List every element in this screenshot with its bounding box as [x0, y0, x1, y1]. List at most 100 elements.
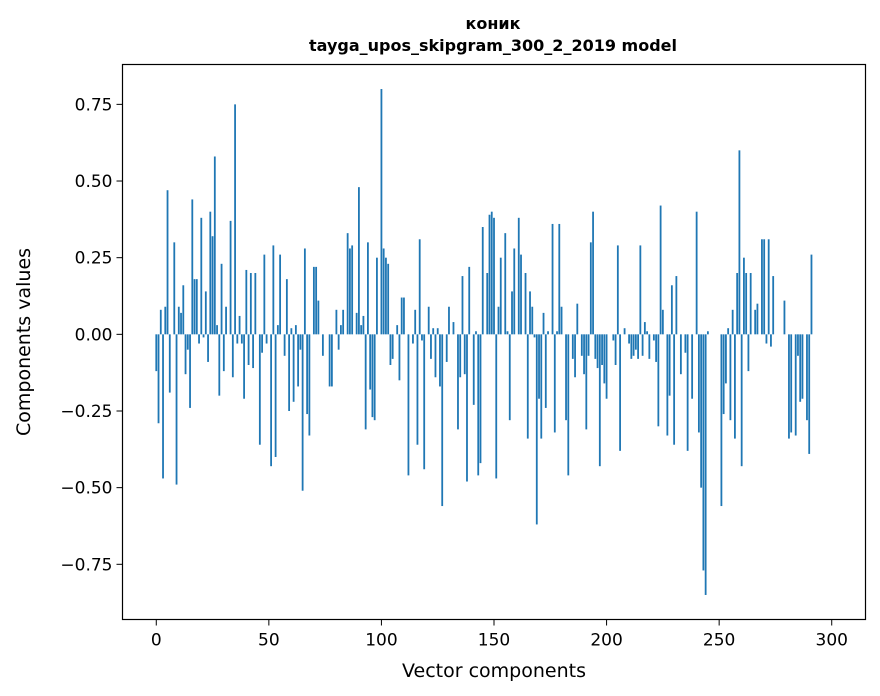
- bar: [258, 334, 261, 445]
- bar: [630, 334, 633, 359]
- bar: [565, 334, 567, 421]
- bar: [162, 334, 164, 479]
- bar: [477, 334, 480, 476]
- bar: [556, 331, 558, 335]
- bar: [207, 334, 209, 362]
- bar: [706, 331, 709, 335]
- bar: [619, 334, 621, 451]
- bar: [335, 309, 338, 335]
- bar: [495, 334, 498, 479]
- bar: [666, 334, 669, 436]
- bar: [628, 334, 630, 344]
- bar: [794, 334, 797, 436]
- bar: [412, 334, 414, 344]
- bar: [391, 334, 394, 359]
- bar: [466, 334, 468, 482]
- bar: [745, 273, 748, 335]
- bar: [159, 309, 162, 335]
- y-tick-label: −0.75: [60, 555, 112, 575]
- bar: [770, 334, 772, 347]
- bar: [364, 334, 367, 430]
- bar: [535, 334, 538, 525]
- bar: [797, 334, 799, 356]
- bar: [434, 334, 437, 378]
- bar: [695, 211, 698, 335]
- bar: [702, 334, 705, 571]
- bar: [763, 239, 766, 335]
- bar: [202, 334, 205, 338]
- x-axis-label: Vector components: [402, 660, 586, 682]
- bar: [225, 306, 227, 335]
- bar: [553, 334, 556, 433]
- bar: [472, 334, 475, 405]
- bar: [529, 291, 531, 335]
- bar: [810, 254, 813, 335]
- bar: [398, 334, 401, 381]
- bar: [560, 306, 563, 335]
- bar: [567, 334, 570, 476]
- bar: [432, 328, 435, 335]
- bar: [157, 334, 160, 424]
- bar: [211, 236, 214, 335]
- y-tick-label: 0.75: [75, 95, 113, 115]
- bar: [373, 334, 376, 421]
- bar: [173, 242, 176, 335]
- bar: [285, 279, 288, 335]
- bar: [189, 334, 191, 408]
- bar: [360, 325, 363, 335]
- bar: [558, 223, 561, 335]
- bar: [292, 334, 295, 402]
- bar: [191, 199, 194, 335]
- bar: [740, 334, 743, 467]
- bar: [520, 254, 522, 335]
- bar: [605, 334, 608, 399]
- bar: [736, 273, 739, 335]
- bar: [538, 334, 540, 399]
- bar: [299, 334, 302, 350]
- x-tick-label: 200: [590, 631, 622, 651]
- bar: [594, 334, 597, 359]
- bar: [155, 334, 158, 372]
- bar: [675, 276, 678, 335]
- plot-frame: [121, 63, 867, 621]
- bar: [342, 309, 345, 335]
- bar: [403, 297, 405, 335]
- bar: [270, 334, 273, 467]
- bars-group: [155, 89, 813, 595]
- bar: [216, 325, 218, 335]
- bar: [587, 334, 590, 356]
- bar: [376, 257, 378, 335]
- bar: [743, 257, 745, 335]
- bar: [430, 334, 432, 359]
- x-tick-label: 0: [151, 631, 162, 651]
- bar: [806, 334, 808, 421]
- bar: [790, 334, 793, 433]
- bar: [180, 312, 182, 335]
- x-tick-label: 300: [816, 631, 848, 651]
- bar: [321, 334, 324, 356]
- bar: [725, 334, 727, 384]
- bar: [729, 334, 732, 421]
- bar: [547, 331, 549, 335]
- bar: [195, 279, 198, 335]
- bar: [441, 334, 444, 507]
- bar: [799, 334, 802, 402]
- chart-title-line2: tayga_upos_skipgram_300_2_2019 model: [309, 36, 677, 55]
- bar: [490, 211, 493, 335]
- bar: [220, 263, 223, 335]
- bar: [493, 217, 495, 335]
- bar: [330, 334, 333, 387]
- x-tick-label: 250: [703, 631, 735, 651]
- x-tick-label: 50: [258, 631, 280, 651]
- bar: [533, 334, 536, 338]
- y-tick-label: −0.50: [60, 479, 112, 499]
- bar: [720, 334, 723, 507]
- bar: [369, 334, 372, 390]
- bar: [540, 334, 543, 439]
- bar: [168, 334, 171, 393]
- bar: [261, 334, 263, 353]
- bar: [517, 217, 520, 335]
- bar: [337, 334, 340, 350]
- bar: [303, 248, 306, 335]
